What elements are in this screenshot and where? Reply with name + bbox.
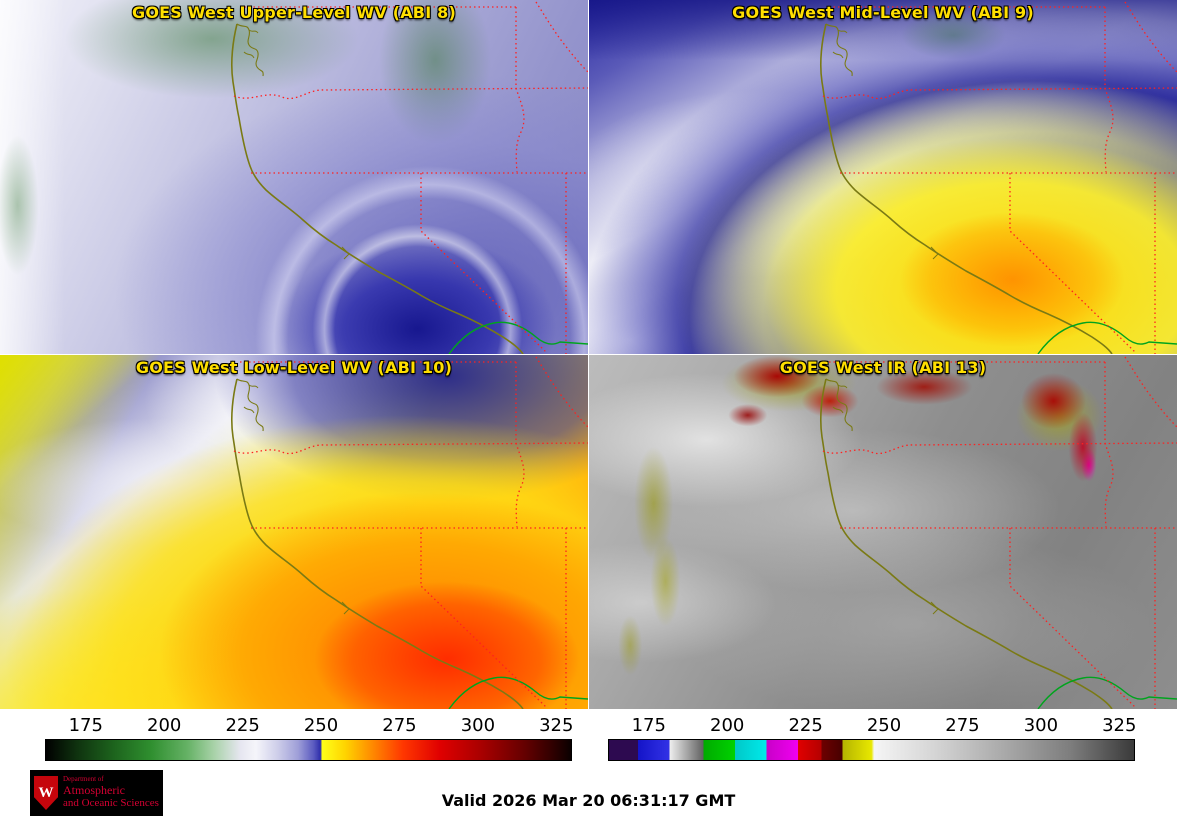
map-overlay [589, 355, 1177, 709]
footer: W Department of Atmospheric and Oceanic … [0, 767, 1177, 820]
tick-label: 325 [1102, 715, 1137, 736]
tick-label: 200 [710, 715, 745, 736]
tick-label: 300 [1023, 715, 1059, 736]
tick-label: 325 [539, 715, 574, 736]
panel-mid-level-wv: GOES West Mid-Level WV (ABI 9) [589, 0, 1177, 354]
tick-label: 225 [788, 715, 823, 736]
logo-dept-line: Department of [63, 775, 104, 784]
tick-label: 300 [460, 715, 496, 736]
logo-text: Department of Atmospheric and Oceanic Sc… [63, 775, 159, 810]
panel-title-upper-wv: GOES West Upper-Level WV (ABI 8) [132, 3, 456, 22]
map-overlay [589, 0, 1177, 354]
tick-label: 175 [631, 715, 666, 736]
logo-line-1: Atmospheric [63, 783, 125, 798]
ir-colorbar: 175 200 225 250 275 300 325 [608, 715, 1137, 761]
map-overlay [0, 355, 588, 709]
panel-grid: GOES West Upper-Level WV (ABI 8) GOES We… [0, 0, 1177, 709]
panel-low-level-wv: GOES West Low-Level WV (ABI 10) [0, 355, 588, 709]
map-overlay [0, 0, 588, 354]
panel-title-mid-wv: GOES West Mid-Level WV (ABI 9) [732, 3, 1034, 22]
crest-letter: W [38, 784, 54, 801]
panel-ir: GOES West IR (ABI 13) [589, 355, 1177, 709]
tick-label: 250 [866, 715, 902, 736]
panel-title-ir: GOES West IR (ABI 13) [779, 358, 987, 377]
uw-aos-logo: W Department of Atmospheric and Oceanic … [30, 770, 163, 816]
wv-colorbar-ticks: 175 200 225 250 275 300 325 [45, 715, 574, 739]
tick-label: 250 [303, 715, 339, 736]
satellite-image-low-wv [0, 355, 588, 709]
uw-crest-icon: W [34, 776, 58, 810]
tick-label: 275 [945, 715, 980, 736]
tick-label: 200 [147, 715, 182, 736]
ir-colorbar-strip [608, 739, 1135, 761]
ir-colorbar-ticks: 175 200 225 250 275 300 325 [608, 715, 1137, 739]
satellite-image-ir [589, 355, 1177, 709]
logo-line-2: and Oceanic Sciences [63, 797, 159, 810]
wv-colorbar: 175 200 225 250 275 300 325 [45, 715, 574, 761]
panel-upper-level-wv: GOES West Upper-Level WV (ABI 8) [0, 0, 588, 354]
tick-label: 275 [382, 715, 417, 736]
tick-label: 225 [225, 715, 260, 736]
satellite-image-mid-wv [589, 0, 1177, 354]
valid-time: Valid 2026 Mar 20 06:31:17 GMT [441, 791, 736, 810]
panel-title-low-wv: GOES West Low-Level WV (ABI 10) [135, 358, 453, 377]
tick-label: 175 [68, 715, 103, 736]
colorbar-section: 175 200 225 250 275 300 325 175 200 225 … [0, 709, 1177, 767]
satellite-image-upper-wv [0, 0, 588, 354]
wv-colorbar-strip [45, 739, 572, 761]
